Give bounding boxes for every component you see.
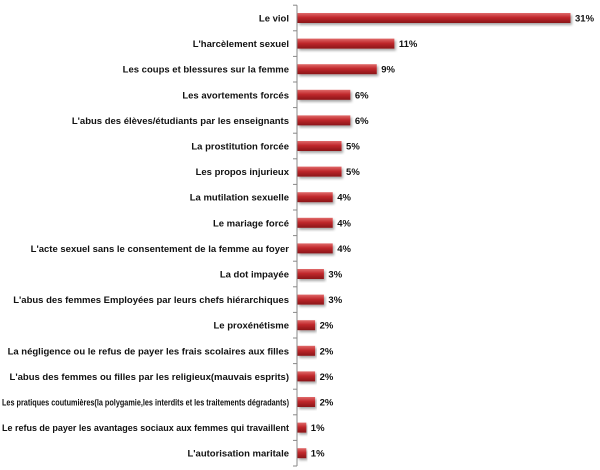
bar [297,269,324,279]
bar [297,422,307,433]
bars-group [297,13,571,459]
bar [297,192,333,203]
bar [297,448,307,459]
category-label: La négligence ou le refus de payer les f… [8,346,289,357]
category-axis [293,4,298,467]
category-label: Le refus de payer les avantages sociaux … [2,423,290,434]
category-label: L'abus des femmes Employées par leurs ch… [13,295,289,306]
value-label: 6% [355,116,369,127]
value-label: 2% [320,346,334,357]
category-label: Le viol [259,14,289,25]
bar [297,166,342,177]
value-label: 3% [328,270,342,281]
value-label: 3% [328,295,342,306]
category-label: L'harcèlement sexuel [193,39,289,50]
category-label: L'acte sexuel sans le consentement de la… [31,244,290,255]
bar [297,115,351,126]
bar [297,38,395,49]
bar [297,64,377,75]
value-label: 9% [381,65,395,76]
bar [297,320,316,331]
category-label: L'abus des élèves/étudiants par les ense… [72,116,289,127]
bar [297,89,351,100]
value-label: 31% [575,14,595,25]
value-label: 6% [355,90,369,101]
category-label: Le mariage forcé [213,218,289,229]
bar [297,397,316,407]
category-label: Les coups et blessures sur la femme [123,65,289,76]
category-labels-group: Le viol L'harcèlement sexuel Les coups et … [2,14,290,460]
category-label: La prostitution forcée [191,142,289,153]
category-label: Les pratiques coutumières(la polygamie,l… [2,398,289,409]
value-label: 4% [337,218,351,229]
value-label: 5% [346,142,360,153]
value-label: 4% [337,244,351,255]
value-labels-group: 31% 11% 9% 6% 6% 5% 5% 4% 4% 4% 3% 3% 2% 2% 2% 2% 1% 1% [311,14,595,460]
category-label: Les propos injurieux [196,167,290,178]
category-label: L'abus des femmes ou filles par les reli… [10,372,289,383]
category-label: Les avortements forcés [182,90,289,101]
value-label: 2% [320,398,334,409]
value-label: 2% [320,372,334,383]
bar [297,141,342,151]
value-label: 1% [311,449,325,460]
category-label: La dot impayée [220,270,289,281]
category-label: La mutilation sexuelle [190,193,289,204]
value-label: 5% [346,167,360,178]
value-label: 4% [337,193,351,204]
category-label: Le proxénétisme [214,321,290,332]
bar [297,243,333,254]
bar [297,217,333,228]
bar [297,371,316,382]
bar [297,13,571,23]
value-label: 11% [399,39,418,50]
category-label: L'autorisation maritale [187,449,289,460]
bar [297,345,316,356]
value-label: 2% [320,321,334,332]
bar [297,294,324,305]
value-label: 1% [311,423,325,434]
